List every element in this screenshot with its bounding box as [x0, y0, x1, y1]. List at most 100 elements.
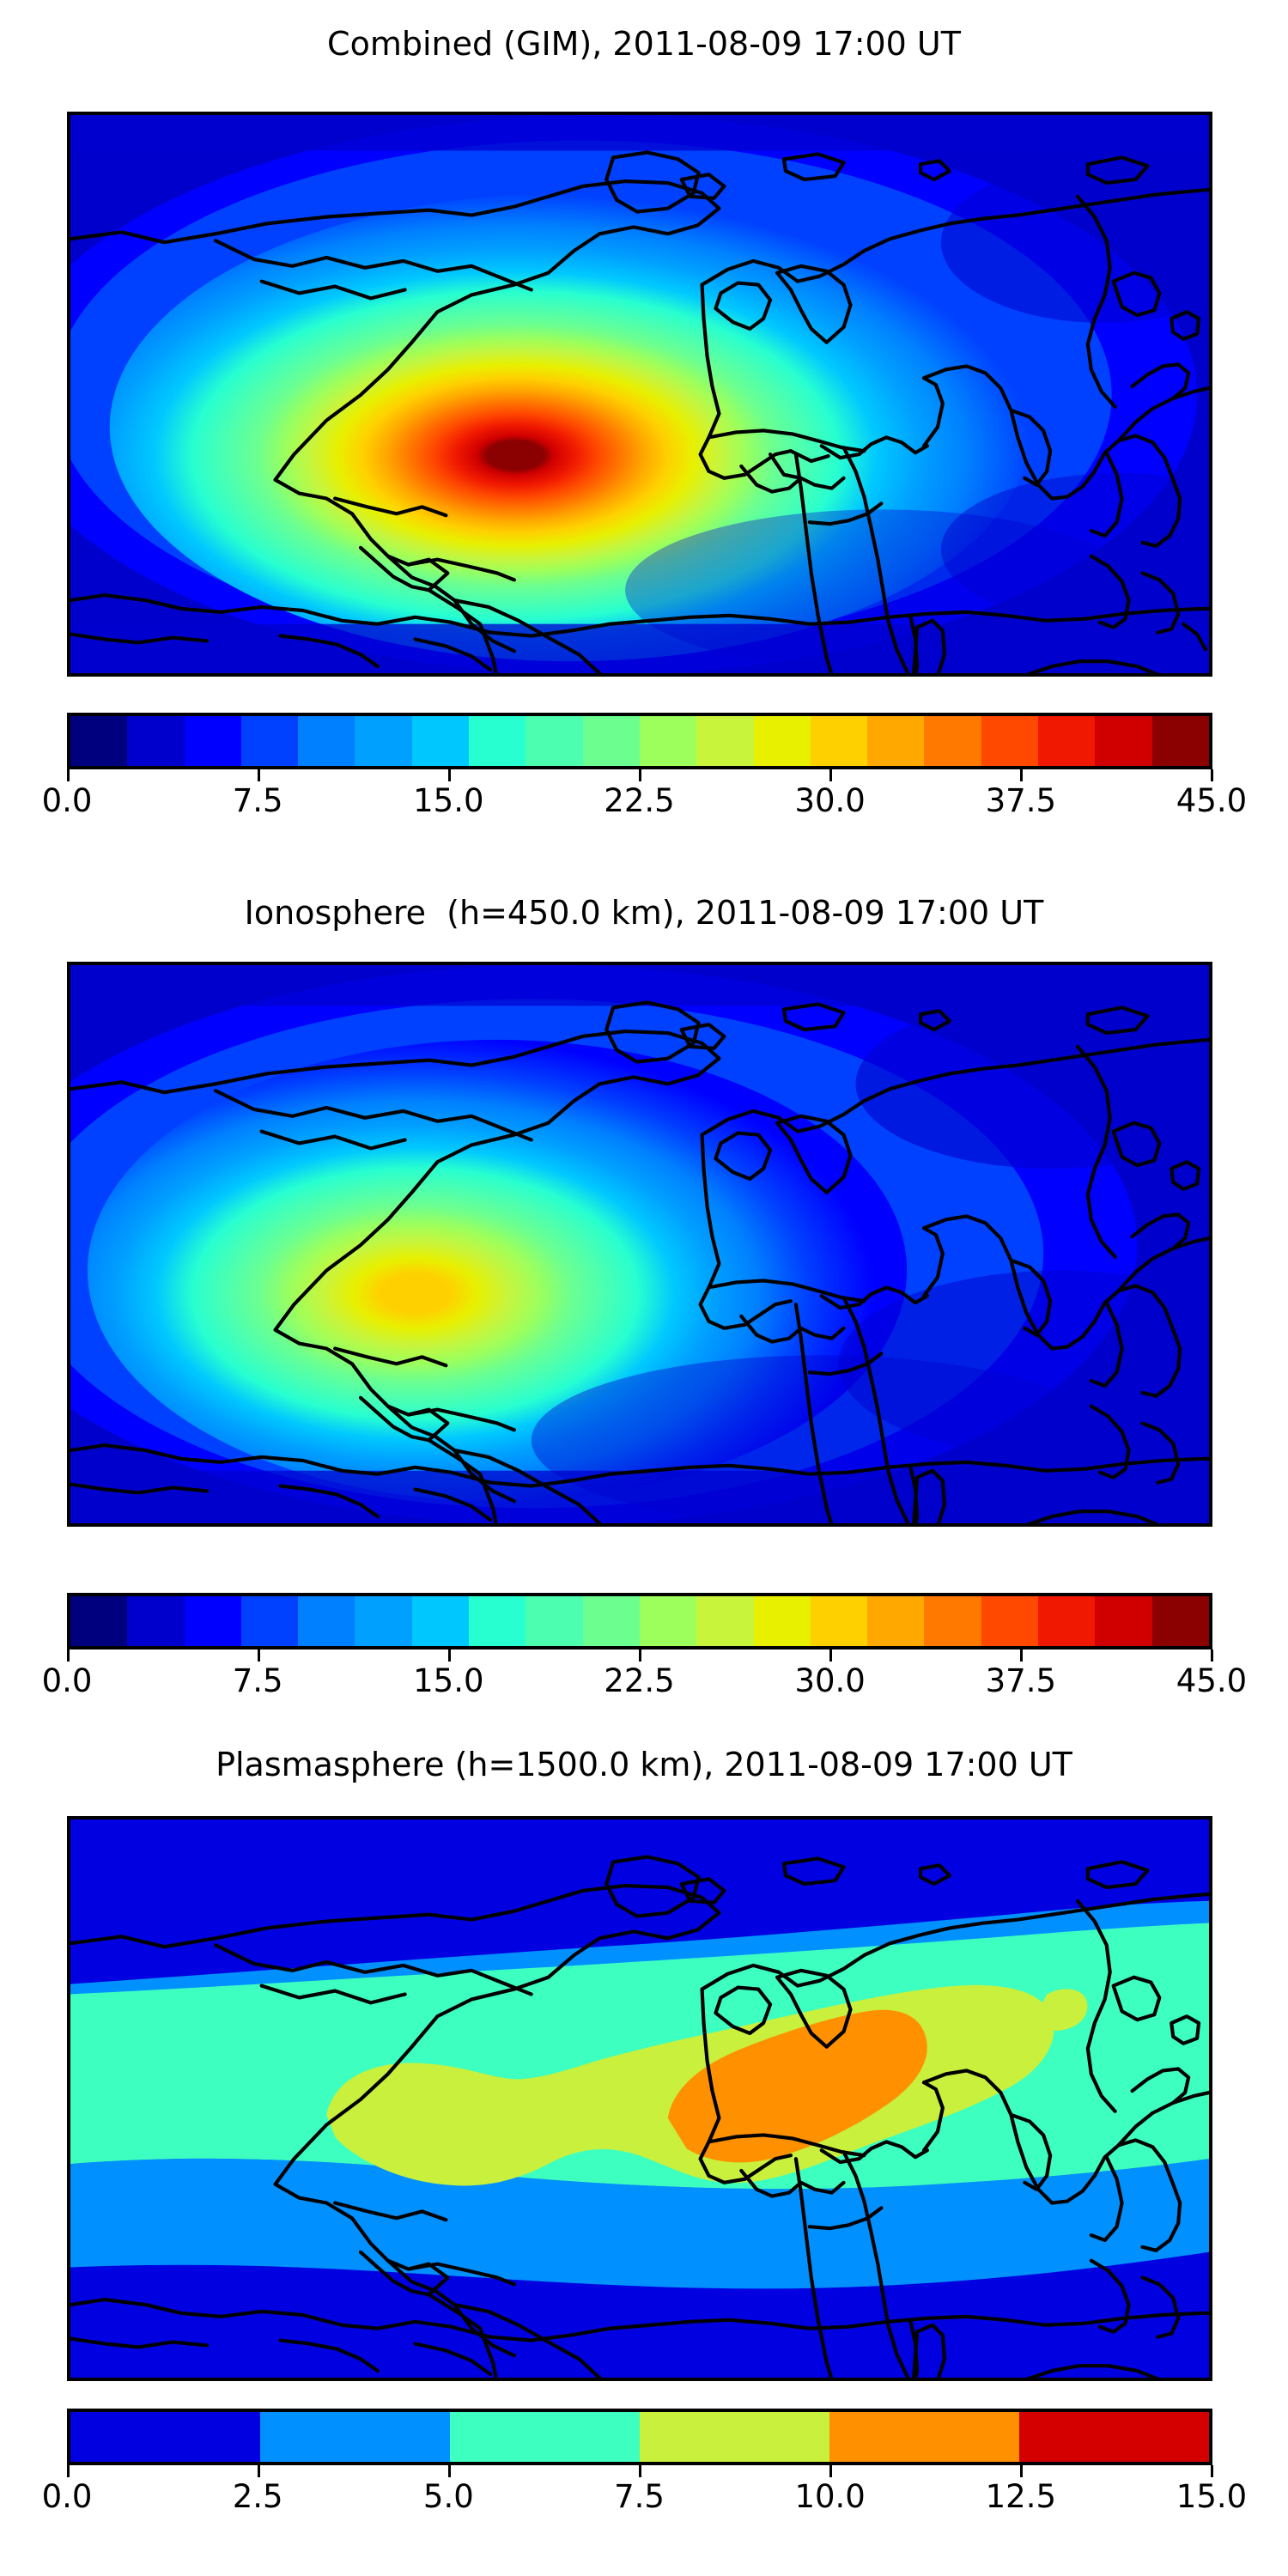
colorbar-tick-label: 30.0 [794, 782, 866, 819]
colorbar-segment [469, 716, 526, 766]
colorbar-segment [450, 2412, 640, 2462]
colorbar-tick [1019, 1649, 1023, 1662]
colorbar-tick [829, 2465, 832, 2477]
colorbar-segment [526, 1596, 583, 1646]
colorbar-tick-label: 5.0 [422, 2478, 474, 2515]
colorbar-tick [1210, 769, 1213, 781]
colorbar-tick-label: 15.0 [413, 1662, 484, 1699]
colorbar-segment [1038, 1596, 1096, 1646]
colorbar-segment [1095, 716, 1152, 766]
colorbar-segment [1151, 1596, 1209, 1646]
colorbar-tick-label: 37.5 [985, 782, 1057, 819]
colorbar-segment [810, 1596, 868, 1646]
colorbar-tick-label: 0.0 [41, 1662, 93, 1699]
colorbar-segment [867, 716, 925, 766]
colorbar-tick [257, 769, 260, 781]
colorbar-segment [1151, 716, 1209, 766]
colorbar-segment [411, 1596, 470, 1646]
colorbar-segment [298, 1596, 355, 1646]
colorbar-segment [753, 1596, 811, 1646]
colorbar-tick-label: 7.5 [614, 2478, 665, 2515]
colorbar-tick-label: 10.0 [794, 2478, 866, 2515]
colorbar-segment [867, 1596, 925, 1646]
colorbar-tick [66, 2465, 70, 2477]
colorbar-segment [924, 716, 981, 766]
colorbar-segment [526, 716, 583, 766]
colorbar-labels-ionosphere-450km: 0.0 7.5 15.0 22.5 30.0 37.5 45.0 [0, 1662, 1288, 1703]
colorbar-ticks-ionosphere-450km [66, 1649, 1213, 1662]
colorbar-strip [70, 716, 1209, 766]
colorbar-segment [924, 1596, 981, 1646]
colorbar-segment [639, 716, 697, 766]
colorbar-tick-label: 45.0 [1176, 1662, 1248, 1699]
colorbar-segment [469, 1596, 526, 1646]
colorbar-tick-label: 22.5 [604, 782, 675, 819]
colorbar-tick-label: 0.0 [41, 2478, 93, 2515]
colorbar-segment [640, 2412, 829, 2462]
colorbar-tick [257, 2465, 260, 2477]
colorbar-segment [240, 1596, 299, 1646]
map-canvas-ionosphere-450km [70, 965, 1209, 1523]
colorbar-segment [981, 716, 1039, 766]
colorbar-segment [70, 2412, 260, 2462]
colorbar-tick-label: 15.0 [413, 782, 484, 819]
colorbar-segment [1095, 1596, 1152, 1646]
colorbar-tick-label: 7.5 [232, 782, 283, 819]
colorbar-tick-label: 0.0 [41, 782, 93, 819]
colorbar-segment [582, 716, 640, 766]
colorbar-tick-label: 12.5 [985, 2478, 1057, 2515]
colorbar-tick [66, 1649, 70, 1662]
colorbar-segment [981, 1596, 1039, 1646]
colorbar-segment [70, 1596, 128, 1646]
colorbar-segment [127, 716, 185, 766]
colorbar-segment [127, 1596, 185, 1646]
colorbar-ticks-combined-gim [66, 769, 1213, 781]
colorbar-ionosphere-450km [67, 1593, 1212, 1649]
map-ionosphere-450km [67, 962, 1212, 1527]
colorbar-tick [1019, 769, 1023, 781]
colorbar-segment [1019, 2412, 1209, 2462]
colorbar-tick [447, 2465, 451, 2477]
colorbar-tick [447, 769, 451, 781]
panel-title-combined-gim: Combined (GIM), 2011-08-09 17:00 UT [327, 25, 961, 63]
colorbar-segment [411, 716, 470, 766]
colorbar-plasmasphere-1500km [67, 2409, 1212, 2465]
colorbar-tick [638, 1649, 641, 1662]
map-canvas-plasmasphere-1500km [70, 1820, 1209, 2378]
colorbar-segment [1038, 716, 1096, 766]
colorbar-strip [70, 2412, 1209, 2462]
colorbar-segment [355, 1596, 412, 1646]
colorbar-labels-combined-gim: 0.0 7.5 15.0 22.5 30.0 37.5 45.0 [0, 781, 1288, 823]
colorbar-segment [298, 716, 355, 766]
colorbar-segment [639, 1596, 697, 1646]
colorbar-tick [1210, 1649, 1213, 1662]
colorbar-tick-label: 2.5 [232, 2478, 283, 2515]
panel-title-ionosphere-450km: Ionosphere (h=450.0 km), 2011-08-09 17:0… [244, 894, 1044, 932]
colorbar-segment [829, 2412, 1019, 2462]
colorbar-tick-label: 30.0 [794, 1662, 866, 1699]
map-combined-gim [67, 112, 1212, 677]
colorbar-segment [260, 2412, 450, 2462]
colorbar-tick-label: 45.0 [1176, 782, 1248, 819]
colorbar-segment [810, 716, 868, 766]
colorbar-segment [696, 716, 754, 766]
colorbar-tick [829, 1649, 832, 1662]
colorbar-tick-label: 37.5 [985, 1662, 1057, 1699]
colorbar-strip [70, 1596, 1209, 1646]
colorbar-tick [257, 1649, 260, 1662]
colorbar-tick [638, 769, 641, 781]
map-plasmasphere-1500km [67, 1816, 1212, 2381]
colorbar-segment [70, 716, 128, 766]
colorbar-combined-gim [67, 713, 1212, 769]
colorbar-tick [1019, 2465, 1023, 2477]
colorbar-tick [66, 769, 70, 781]
colorbar-segment [753, 716, 811, 766]
colorbar-segment [696, 1596, 754, 1646]
colorbar-segment [184, 716, 241, 766]
colorbar-segment [582, 1596, 640, 1646]
colorbar-tick-label: 7.5 [232, 1662, 283, 1699]
colorbar-tick [447, 1649, 451, 1662]
panel-title-plasmasphere-1500km: Plasmasphere (h=1500.0 km), 2011-08-09 1… [216, 1746, 1072, 1783]
colorbar-segment [355, 716, 412, 766]
